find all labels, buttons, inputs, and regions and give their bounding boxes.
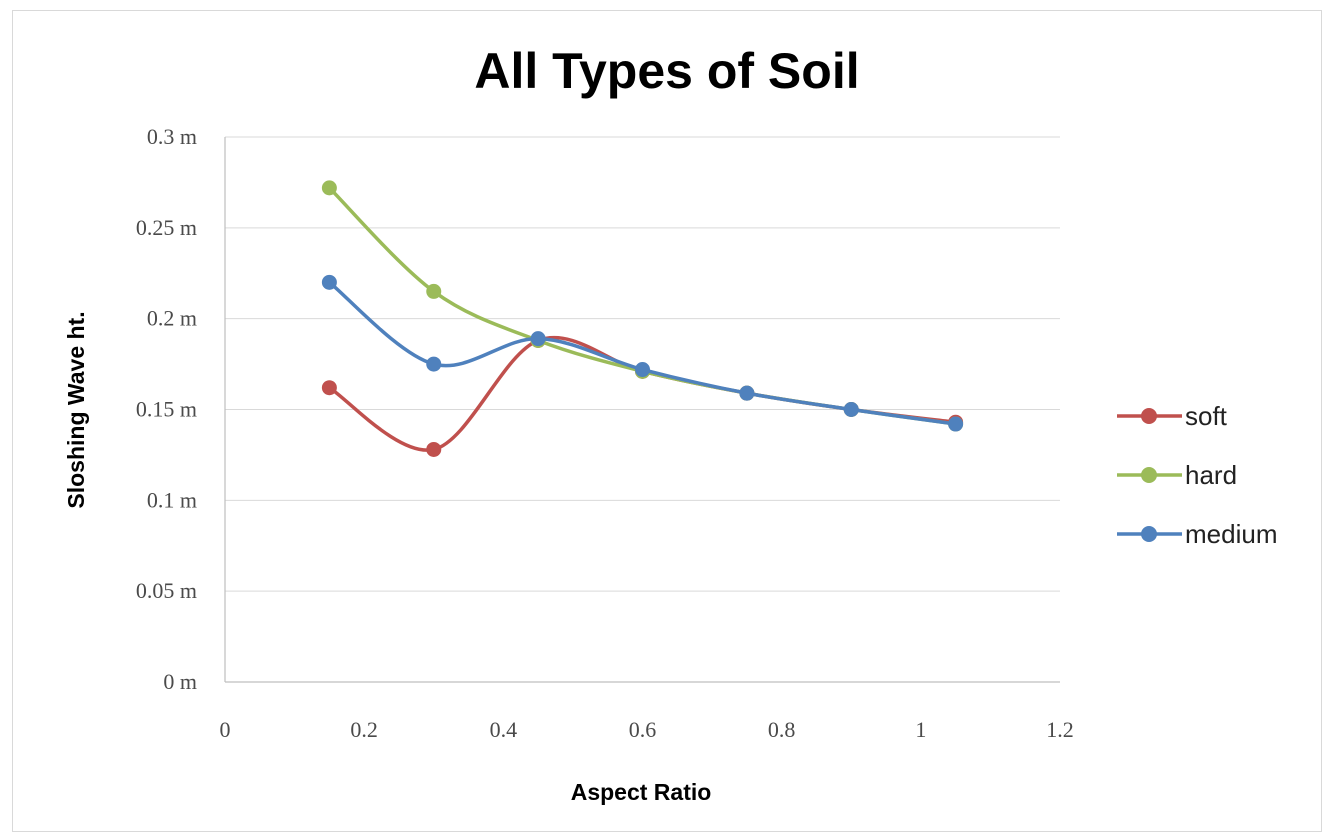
gridlines xyxy=(225,136,1060,592)
data-point-medium xyxy=(426,356,442,372)
x-tick-label: 0.4 xyxy=(490,717,518,742)
data-point-hard xyxy=(426,283,442,299)
data-point-medium xyxy=(321,274,337,290)
y-tick-label: 0.2 m xyxy=(147,306,197,331)
chart-title: All Types of Soil xyxy=(474,43,859,99)
x-tick-label: 1.2 xyxy=(1046,717,1074,742)
legend-marker xyxy=(1141,467,1157,483)
x-tick-label: 0 xyxy=(220,717,231,742)
series-hard xyxy=(321,180,964,432)
y-tick-label: 0.3 m xyxy=(147,124,197,149)
data-point-soft xyxy=(426,441,442,457)
series-line-soft xyxy=(327,335,958,452)
data-point-medium xyxy=(739,385,755,401)
data-point-soft xyxy=(321,380,337,396)
y-tick-label: 0.15 m xyxy=(136,397,197,422)
x-axis-label: Aspect Ratio xyxy=(571,779,712,805)
x-tick-label: 1 xyxy=(915,717,926,742)
series-line-hard xyxy=(327,186,958,426)
y-tick-label: 0.25 m xyxy=(136,215,197,240)
x-tick-label: 0.6 xyxy=(629,717,657,742)
legend-item-soft: soft xyxy=(1117,401,1228,431)
legend-marker xyxy=(1141,408,1157,424)
x-tick-label: 0.8 xyxy=(768,717,796,742)
legend-label: hard xyxy=(1185,460,1237,490)
chart-frame xyxy=(12,10,1322,832)
y-tick-label: 0.1 m xyxy=(147,487,197,512)
data-point-medium xyxy=(948,416,964,432)
legend-item-medium: medium xyxy=(1117,519,1277,549)
x-tick-label: 0.2 xyxy=(350,717,378,742)
y-tick-label: 0.05 m xyxy=(136,578,197,603)
series-soft xyxy=(321,332,964,457)
legend-label: medium xyxy=(1185,519,1277,549)
legend-marker xyxy=(1141,526,1157,542)
series-line-medium xyxy=(327,280,958,426)
legend-label: soft xyxy=(1185,401,1228,431)
y-tick-label: 0 m xyxy=(163,669,197,694)
legend: soft hard medium xyxy=(1117,401,1277,549)
legend-item-hard: hard xyxy=(1117,460,1237,490)
series-lines xyxy=(321,180,964,457)
axes xyxy=(224,137,1060,683)
data-point-hard xyxy=(321,180,337,196)
data-point-medium xyxy=(843,402,859,417)
data-point-medium xyxy=(530,331,546,347)
y-tick-labels: 0 m 0.05 m 0.1 m 0.15 m 0.2 m 0.25 m 0.3 m xyxy=(136,124,197,694)
series-medium xyxy=(321,274,964,432)
y-axis-label: Sloshing Wave ht. xyxy=(63,311,89,508)
data-point-medium xyxy=(635,362,650,378)
x-tick-labels: 0 0.2 0.4 0.6 0.8 1 1.2 xyxy=(220,717,1074,742)
